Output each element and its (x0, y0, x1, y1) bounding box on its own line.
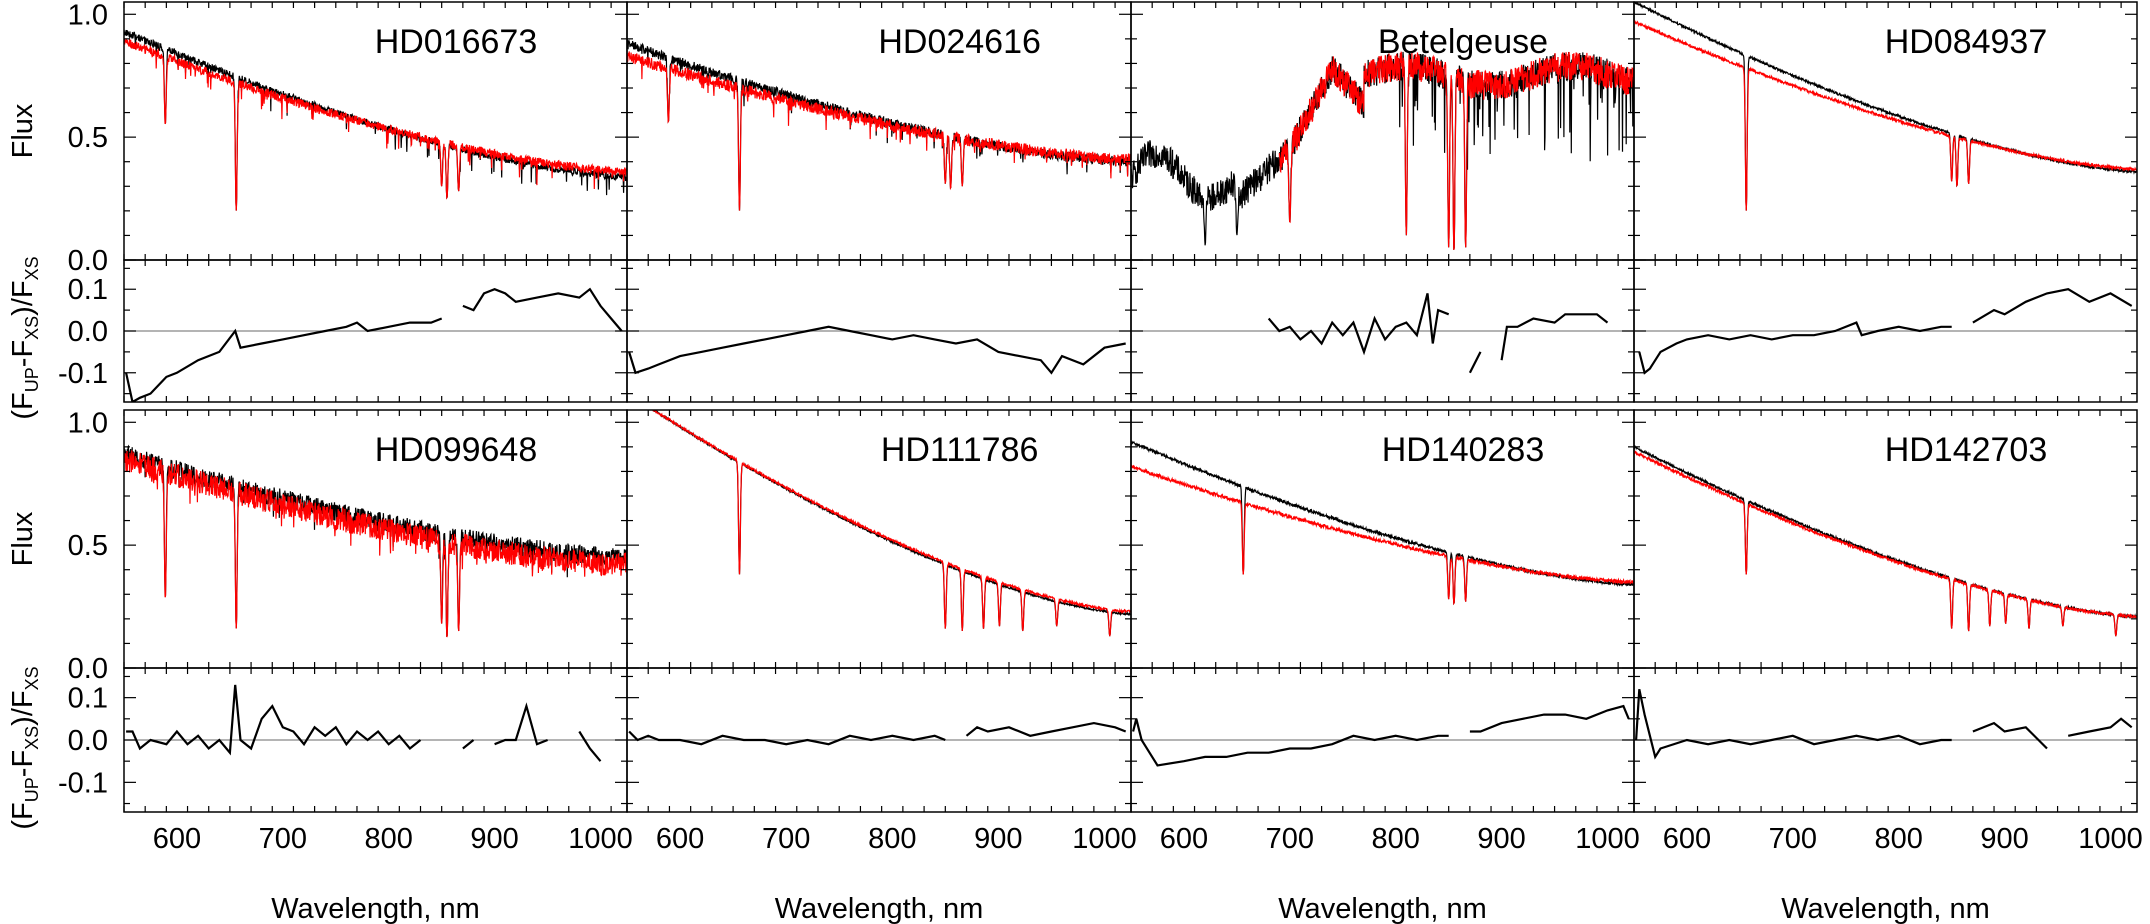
plot-area (1634, 2, 2137, 375)
star-name-label: HD016673 (375, 23, 538, 61)
x-tick-label: 700 (1266, 823, 1314, 855)
residual-line (628, 325, 1126, 375)
residual-line (1635, 688, 2133, 760)
x-tick-label: 600 (153, 823, 201, 855)
model-spectrum (650, 410, 1131, 637)
model-spectrum (1634, 19, 2137, 211)
residual-line (125, 287, 623, 402)
y-label-flux-bottom: Flux (7, 511, 39, 566)
model-spectrum (627, 51, 1131, 211)
plot-area (1131, 440, 1634, 767)
model-spectrum (1278, 51, 1634, 251)
plot-area (124, 29, 627, 402)
residual-tick-label: -0.1 (58, 358, 108, 390)
x-tick-label: 900 (1477, 823, 1525, 855)
x-tick-label: 800 (1372, 823, 1420, 855)
x-tick-label: 600 (656, 823, 704, 855)
residual-tick-label: 0.1 (68, 683, 108, 715)
plot-area (124, 444, 627, 762)
x-axis-label: Wavelength, nm (1781, 893, 1989, 924)
x-tick-label: 800 (868, 823, 916, 855)
flux-tick-label: 0.0 (68, 245, 108, 277)
star-name-label: HD140283 (1382, 431, 1545, 469)
x-tick-label: 800 (365, 823, 413, 855)
x-tick-label: 700 (1769, 823, 1817, 855)
star-panel: HD111786 600 700 800 900 1000 Wavelength, nm (626, 409, 1137, 924)
flux-tick-label: 0.5 (68, 122, 108, 154)
model-spectrum (1634, 450, 2137, 637)
plot-area (1634, 444, 2137, 760)
star-name-label: HD111786 (881, 431, 1039, 469)
y-label-residual-top: (FUP-FXS)/FXS (7, 256, 42, 419)
flux-tick-label: 1.0 (68, 407, 108, 439)
residual-tick-label: -0.1 (58, 767, 108, 799)
observed-spectrum (124, 444, 627, 638)
star-panel: HD140283 600 700 800 900 1000 Wavelength, nm (1130, 409, 1640, 924)
star-name-label: HD024616 (878, 23, 1041, 61)
x-tick-label: 700 (762, 823, 810, 855)
model-spectrum (124, 450, 627, 638)
observed-spectrum (1634, 444, 2137, 637)
flux-tick-label: 0.5 (68, 530, 108, 562)
y-label-residual-bottom: (FUP-FXS)/FXS (7, 666, 42, 829)
x-axis-label: Wavelength, nm (775, 893, 983, 924)
star-panel: Betelgeuse (1130, 1, 1635, 403)
star-name-label: HD084937 (1885, 23, 2048, 61)
x-axis-label: Wavelength, nm (1278, 893, 1486, 924)
flux-frame (626, 409, 1132, 669)
model-spectrum (1131, 464, 1634, 606)
x-tick-label: 600 (1160, 823, 1208, 855)
residual-tick-label: 0.0 (68, 725, 108, 757)
residual-tick-label: 0.1 (68, 274, 108, 306)
model-spectrum (124, 38, 627, 211)
star-name-label: Betelgeuse (1378, 23, 1548, 61)
x-tick-label: 800 (1875, 823, 1923, 855)
star-panel: HD024616 (626, 1, 1132, 403)
star-panel: HD084937 (1633, 1, 2138, 403)
x-tick-label: 1000 (2078, 823, 2143, 855)
x-tick-label: 700 (259, 823, 307, 855)
flux-tick-label: 1.0 (68, 0, 108, 31)
plot-area (627, 410, 1131, 746)
residual-tick-label: 0.0 (68, 316, 108, 348)
x-tick-label: 900 (1980, 823, 2028, 855)
plot-area (627, 39, 1131, 375)
x-tick-label: 1000 (1575, 823, 1640, 855)
star-panel: HD142703 600 700 800 900 1000 Wavelength, nm (1633, 409, 2143, 924)
observed-spectrum (650, 410, 1131, 637)
flux-tick-label: 0.0 (68, 653, 108, 685)
x-tick-label: 900 (974, 823, 1022, 855)
axis-labels: Flux Flux (FUP-FXS)/FXS (FUP-FXS)/FXS (7, 103, 42, 830)
residual-line (126, 684, 602, 762)
residual-line (1638, 288, 2133, 375)
x-tick-label: 1000 (1072, 823, 1137, 855)
residual-line (1267, 293, 1609, 374)
y-label-flux-top: Flux (7, 103, 39, 158)
residual-line (1132, 704, 1630, 767)
x-tick-label: 900 (470, 823, 518, 855)
x-axis-label: Wavelength, nm (271, 893, 479, 924)
plot-area (1131, 51, 1634, 374)
x-tick-label: 600 (1663, 823, 1711, 855)
residual-line (628, 721, 1127, 746)
star-name-label: HD099648 (375, 431, 538, 469)
star-name-label: HD142703 (1885, 431, 2048, 469)
observed-spectrum (1634, 2, 2137, 211)
x-tick-label: 1000 (568, 823, 633, 855)
